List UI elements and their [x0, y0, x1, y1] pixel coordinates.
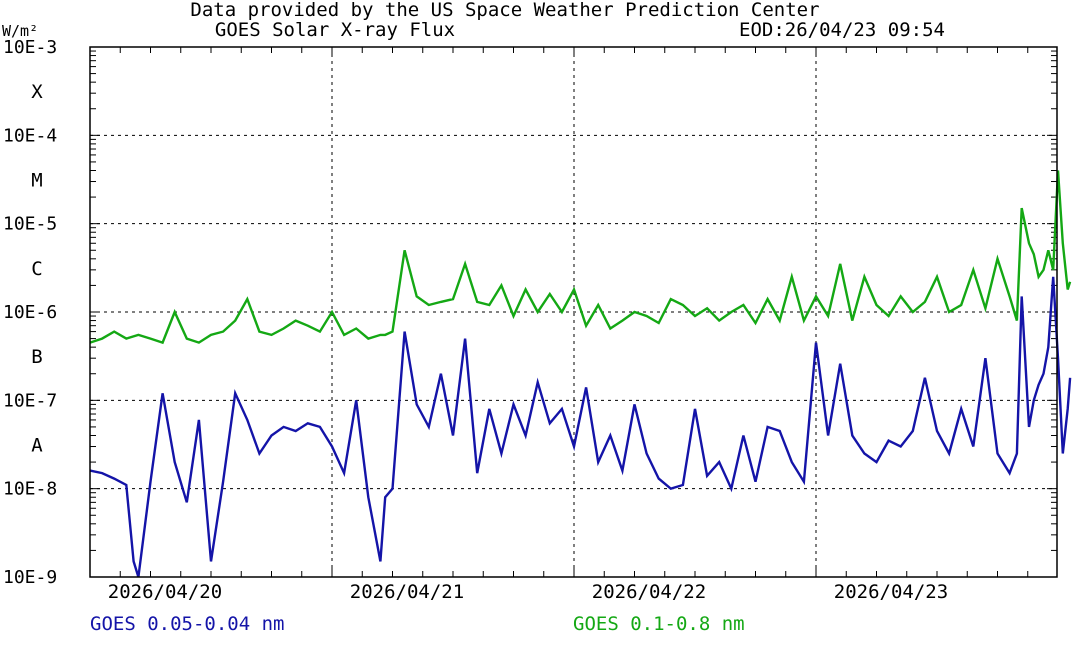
x-tick-label-0: 2026/04/20 — [108, 581, 222, 603]
x-tick-labels: 2026/04/20 2026/04/21 2026/04/22 2026/04/23 — [108, 581, 948, 603]
flare-class-B: B — [31, 346, 42, 368]
y-tick-label-5: 10E-8 — [3, 479, 57, 500]
flare-class-M: M — [31, 170, 42, 192]
axis-ticks — [89, 47, 1057, 578]
chart-subtitle: GOES Solar X-ray Flux — [215, 19, 455, 41]
y-axis-unit: W/m² — [2, 22, 38, 40]
series-line-1 — [89, 170, 1072, 345]
series-line-0 — [89, 276, 1072, 578]
flare-class-C: C — [31, 258, 42, 280]
chart-title: Data provided by the US Space Weather Pr… — [190, 0, 819, 21]
legend-entry-short: GOES 0.05-0.04 nm — [90, 613, 284, 635]
y-tick-label-3: 10E-6 — [3, 302, 57, 323]
plot-frame — [89, 46, 1058, 578]
y-tick-labels: 10E-3 10E-4 10E-5 10E-6 10E-7 10E-8 10E-9 — [3, 37, 57, 588]
legend-entry-long: GOES 0.1-0.8 nm — [573, 613, 745, 635]
y-tick-label-1: 10E-4 — [3, 125, 57, 146]
eod-timestamp: EOD:26/04/23 09:54 — [739, 19, 945, 41]
flare-class-A: A — [31, 435, 43, 457]
flare-class-X: X — [31, 81, 43, 103]
x-tick-label-1: 2026/04/21 — [350, 581, 464, 603]
flare-class-labels: X M C B A — [31, 81, 43, 456]
x-tick-label-2: 2026/04/22 — [592, 581, 706, 603]
y-tick-label-6: 10E-9 — [3, 567, 57, 588]
y-tick-label-4: 10E-7 — [3, 390, 57, 411]
x-tick-label-3: 2026/04/23 — [834, 581, 948, 603]
y-tick-label-2: 10E-5 — [3, 214, 57, 235]
y-tick-label-0: 10E-3 — [3, 37, 57, 58]
series-lines — [89, 170, 1072, 578]
